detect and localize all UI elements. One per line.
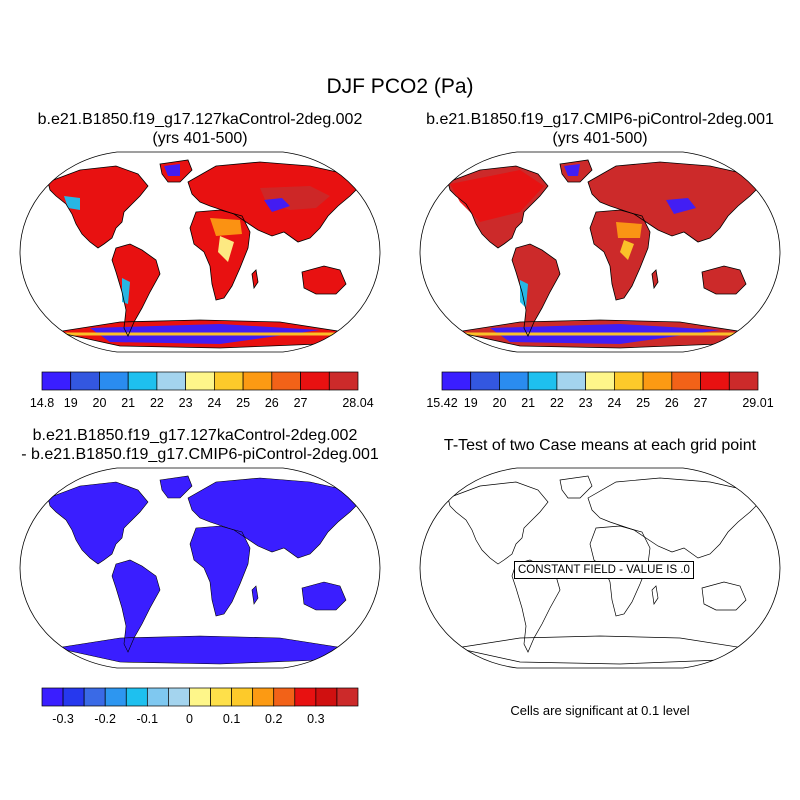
- colorbar-label: 25: [236, 396, 250, 410]
- colorbar-box: [214, 371, 244, 391]
- colorbar-label: 21: [521, 396, 535, 410]
- panel-tl-title-line2: (yrs 401-500): [152, 130, 248, 147]
- colorbar-label: 15.42: [426, 396, 457, 410]
- colorbar-box: [252, 687, 275, 707]
- colorbar-label: 23: [579, 396, 593, 410]
- colorbar-label: 28.04: [342, 396, 373, 410]
- colorbar-label: 24: [207, 396, 221, 410]
- colorbar-label: 27: [694, 396, 708, 410]
- colorbar-box: [146, 687, 169, 707]
- colorbar-box: [671, 371, 701, 391]
- colorbar-box: [104, 687, 127, 707]
- colorbar-box: [62, 687, 85, 707]
- constant-field-annotation: CONSTANT FIELD - VALUE IS .0: [514, 561, 694, 579]
- map-panel-top-left: [19, 151, 381, 353]
- panel-br-title: T-Test of two Case means at each grid po…: [443, 437, 757, 454]
- colorbar-label: 0.1: [223, 712, 240, 726]
- colorbar-box: [499, 371, 529, 391]
- map-panel-bottom-right: [419, 467, 781, 669]
- colorbar-box: [189, 687, 211, 707]
- colorbar-box: [700, 371, 730, 391]
- colorbar-box: [315, 687, 338, 707]
- colorbar-box: [41, 371, 72, 391]
- colorbar-box: [41, 687, 64, 707]
- colorbar-box: [83, 687, 106, 707]
- colorbar-box: [614, 371, 644, 391]
- panel-tr-title-line2: (yrs 401-500): [552, 130, 648, 147]
- constant-field-text: CONSTANT FIELD - VALUE IS .0: [518, 564, 690, 576]
- colorbar-label: 24: [607, 396, 621, 410]
- colorbar-box: [336, 687, 359, 707]
- colorbar-label: 19: [64, 396, 78, 410]
- colorbar-box: [728, 371, 759, 391]
- colorbar-box: [156, 371, 186, 391]
- colorbar-label: 22: [150, 396, 164, 410]
- colorbar-top-left: 14.8 19 20 21 22 23 24 25 26 27 28.04: [30, 371, 374, 410]
- land-field-detail: [60, 164, 340, 344]
- significance-note: Cells are significant at 0.1 level: [510, 703, 690, 718]
- colorbar-box: [300, 371, 330, 391]
- colorbar-box: [231, 687, 254, 707]
- colorbar-label: 29.01: [742, 396, 773, 410]
- colorbar-label: 14.8: [30, 396, 54, 410]
- map-boundary: [19, 467, 381, 669]
- panel-tr-title-line1: b.e21.B1850.f19_g17.CMIP6-piControl-2deg…: [426, 111, 774, 128]
- colorbar-box: [273, 687, 296, 707]
- colorbar-box: [294, 687, 317, 707]
- colorbar-box: [242, 371, 273, 391]
- colorbar-box: [328, 371, 359, 391]
- colorbar-label: 26: [265, 396, 279, 410]
- colorbar-label: 19: [464, 396, 478, 410]
- colorbar-box: [642, 371, 673, 391]
- colorbar-label: 0: [186, 712, 193, 726]
- colorbar-label: 27: [294, 396, 308, 410]
- colorbar-box: [527, 371, 558, 391]
- colorbar-label: -0.1: [137, 712, 159, 726]
- colorbar-box: [185, 371, 215, 391]
- colorbar-box: [127, 371, 158, 391]
- colorbar-box: [210, 687, 232, 707]
- colorbar-box: [70, 371, 100, 391]
- land-field-detail: [450, 164, 740, 344]
- colorbar-label: 25: [636, 396, 650, 410]
- colorbar-label: 20: [493, 396, 507, 410]
- colorbar-box: [585, 371, 615, 391]
- map-boundary: [419, 151, 781, 353]
- colorbar-label: 26: [665, 396, 679, 410]
- colorbar-label: 0.3: [307, 712, 324, 726]
- map-panel-bottom-left: [19, 467, 381, 669]
- colorbar-label: 22: [550, 396, 564, 410]
- colorbar-box: [271, 371, 301, 391]
- colorbar-box: [470, 371, 500, 391]
- panel-bl-title-line1: b.e21.B1850.f19_g17.127kaControl-2deg.00…: [32, 427, 358, 444]
- map-boundary: [19, 151, 381, 353]
- colorbar-box: [441, 371, 472, 391]
- colorbar-label: 21: [121, 396, 135, 410]
- colorbar-box: [99, 371, 129, 391]
- colorbar-box: [125, 687, 148, 707]
- colorbar-bottom-left: -0.3 -0.2 -0.1 0 0.1 0.2 0.3: [41, 687, 359, 726]
- colorbar-label: 0.2: [265, 712, 282, 726]
- colorbar-label: 20: [93, 396, 107, 410]
- colorbar-box: [168, 687, 190, 707]
- map-panel-top-right: [419, 151, 781, 353]
- colorbar-top-right: 15.42 19 20 21 22 23 24 25 26 27 29.01: [426, 371, 774, 410]
- map-boundary: [419, 467, 781, 669]
- colorbar-label: -0.3: [52, 712, 74, 726]
- panel-tl-title-line1: b.e21.B1850.f19_g17.127kaControl-2deg.00…: [37, 111, 363, 128]
- colorbar-label: 23: [179, 396, 193, 410]
- panel-bl-title-line2: - b.e21.B1850.f19_g17.CMIP6-piControl-2d…: [21, 446, 379, 463]
- colorbar-label: -0.2: [94, 712, 116, 726]
- colorbar-box: [556, 371, 586, 391]
- figure-title: DJF PCO2 (Pa): [326, 75, 474, 98]
